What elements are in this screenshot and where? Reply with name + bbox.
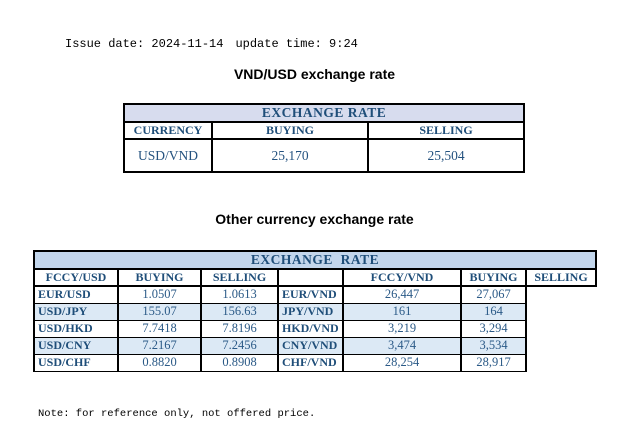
table-cell: 161 — [342, 302, 462, 321]
table-row: USD/CNY 7.2167 7.2456 CNY/VND 3,474 3,534 — [33, 336, 596, 355]
table-row: USD/CHF 0.8820 0.8908 CHF/VND 28,254 28,917 — [33, 353, 596, 372]
table-header-band: EXCHANGE RATE — [33, 250, 597, 270]
table-cell: 3,219 — [342, 319, 462, 338]
table-cell: 1.0507 — [117, 285, 202, 304]
column-header-buying-usd: BUYING — [117, 268, 202, 287]
table-cell: 3,474 — [342, 336, 462, 355]
table-cell: EUR/USD — [33, 285, 119, 304]
table-row: USD/JPY 155.07 156.63 JPY/VND 161 164 — [33, 302, 596, 321]
separator-column — [277, 268, 344, 287]
column-header-currency: CURRENCY — [123, 121, 213, 140]
other-table-body: EUR/USD 1.0507 1.0613 EUR/VND 26,447 27,067 US… — [33, 285, 596, 372]
table-cell: 3,534 — [460, 336, 527, 355]
table-row: USD/VND 25,170 25,504 — [123, 138, 526, 173]
column-header-fccy-usd: FCCY/USD — [33, 268, 119, 287]
table-cell: USD/HKD — [33, 319, 119, 338]
table-cell: USD/CHF — [33, 353, 119, 372]
table-cell: 7.7418 — [117, 319, 202, 338]
exchange-rate-header: EXCHANGE RATE — [122, 103, 526, 123]
update-time-text: update time: 9:24 — [235, 37, 358, 51]
table-cell: 0.8908 — [200, 353, 279, 372]
usd-exchange-rate-table: EXCHANGE RATE CURRENCY BUYING SELLING US… — [122, 103, 526, 173]
issue-date-text: Issue date: 2024-11-14 — [65, 37, 224, 51]
reference-note: Note: for reference only, not offered pr… — [38, 408, 316, 420]
table-cell: CHF/VND — [277, 353, 344, 372]
table-header-band: EXCHANGE RATE — [122, 103, 526, 123]
table-cell: 0.8820 — [117, 353, 202, 372]
table-cell: 7.2167 — [117, 336, 202, 355]
table-cell: 156.63 — [200, 302, 279, 321]
column-header-buying: BUYING — [211, 121, 369, 140]
usd-table-body: USD/VND 25,170 25,504 — [123, 138, 526, 173]
column-header-row: CURRENCY BUYING SELLING — [123, 121, 526, 140]
table-cell: CNY/VND — [277, 336, 344, 355]
table-cell: 26,447 — [342, 285, 462, 304]
exchange-rate-header: EXCHANGE RATE — [33, 250, 597, 270]
table-cell: 164 — [460, 302, 527, 321]
table-cell: USD/CNY — [33, 336, 119, 355]
table-row: USD/HKD 7.7418 7.8196 HKD/VND 3,219 3,294 — [33, 319, 596, 338]
other-exchange-rate-table: EXCHANGE RATE FCCY/USD BUYING SELLING FC… — [33, 250, 597, 372]
table-cell: 3,294 — [460, 319, 527, 338]
table-row: EUR/USD 1.0507 1.0613 EUR/VND 26,447 27,067 — [33, 285, 596, 304]
table-cell: 7.8196 — [200, 319, 279, 338]
usd-table-title: VND/USD exchange rate — [233, 66, 396, 82]
other-table-title: Other currency exchange rate — [215, 211, 414, 227]
table-cell: 155.07 — [117, 302, 202, 321]
table-cell: 28,254 — [342, 353, 462, 372]
column-header-fccy-vnd: FCCY/VND — [342, 268, 462, 287]
column-header-selling-usd: SELLING — [200, 268, 279, 287]
table-cell: USD/JPY — [33, 302, 119, 321]
table-cell: 27,067 — [460, 285, 527, 304]
table-cell: HKD/VND — [277, 319, 344, 338]
issue-info-line: Issue date: 2024-11-14 update time: 9:24 — [65, 37, 358, 51]
table-cell: 1.0613 — [200, 285, 279, 304]
table-cell: EUR/VND — [277, 285, 344, 304]
column-header-row: FCCY/USD BUYING SELLING FCCY/VND BUYING … — [33, 268, 597, 287]
table-cell: 25,504 — [366, 138, 526, 173]
table-cell: JPY/VND — [277, 302, 344, 321]
column-header-selling: SELLING — [366, 121, 526, 140]
table-cell: 7.2456 — [200, 336, 279, 355]
column-header-buying-vnd: BUYING — [460, 268, 527, 287]
column-header-selling-vnd: SELLING — [525, 268, 597, 287]
table-cell: USD/VND — [123, 138, 213, 173]
table-cell: 25,170 — [211, 138, 369, 173]
table-cell: 28,917 — [460, 353, 527, 372]
